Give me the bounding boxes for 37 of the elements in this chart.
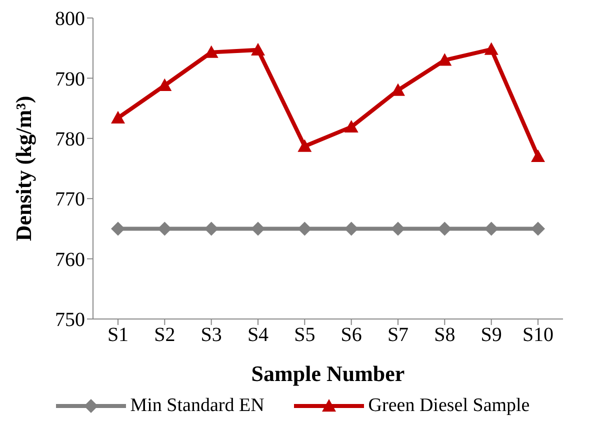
x-tick-label: S2 bbox=[154, 324, 176, 346]
x-tick-label: S8 bbox=[434, 324, 456, 346]
point bbox=[438, 222, 452, 236]
y-axis-title: Density (kg/m³) bbox=[10, 96, 36, 242]
point bbox=[484, 222, 498, 236]
x-axis-title: Sample Number bbox=[251, 361, 405, 386]
point bbox=[484, 42, 498, 55]
x-tick-label: S6 bbox=[340, 324, 362, 346]
point bbox=[298, 222, 312, 236]
point bbox=[251, 222, 265, 236]
point bbox=[251, 42, 265, 56]
point bbox=[111, 222, 125, 236]
y-tick-label: 790 bbox=[55, 68, 85, 90]
x-tick-label: S7 bbox=[387, 324, 409, 346]
point bbox=[344, 120, 358, 133]
point bbox=[158, 222, 172, 236]
point bbox=[204, 222, 218, 236]
y-tick-label: 800 bbox=[55, 8, 85, 30]
point bbox=[344, 222, 358, 236]
x-tick-label: S5 bbox=[294, 324, 316, 346]
x-tick-label: S3 bbox=[200, 324, 222, 346]
point bbox=[111, 110, 125, 124]
x-tick-label: S10 bbox=[522, 324, 554, 346]
point bbox=[298, 139, 312, 152]
y-tick-label: 760 bbox=[55, 248, 85, 271]
x-tick-label: S4 bbox=[247, 324, 269, 346]
y-tick-label: 780 bbox=[55, 128, 85, 150]
point bbox=[391, 222, 405, 236]
legend-label: Min Standard EN bbox=[130, 395, 264, 417]
point bbox=[531, 222, 545, 236]
y-tick-label: 750 bbox=[55, 309, 85, 332]
y-tick-label: 770 bbox=[55, 188, 85, 211]
point bbox=[438, 53, 452, 66]
x-tick-label: S1 bbox=[107, 324, 129, 346]
point bbox=[531, 149, 545, 162]
x-tick-label: S9 bbox=[480, 324, 502, 346]
legend-label: Green Diesel Sample bbox=[368, 395, 530, 417]
